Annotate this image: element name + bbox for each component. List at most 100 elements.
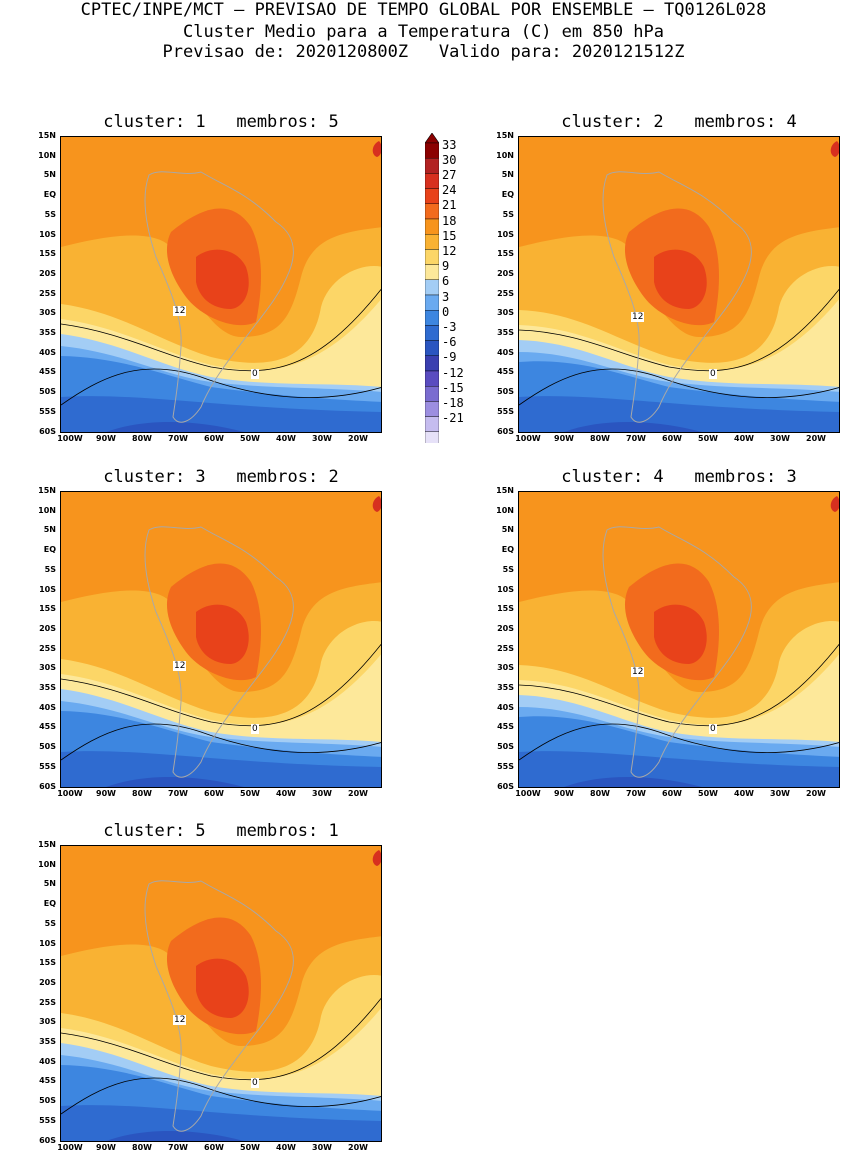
colorbar-swatch bbox=[424, 340, 440, 357]
lon-tick-label: 70W bbox=[168, 789, 188, 798]
lat-tick-label: 5S bbox=[502, 209, 514, 219]
lon-tick-label: 80W bbox=[590, 434, 610, 443]
colorbar-swatch bbox=[424, 279, 440, 296]
isotherm-0 bbox=[61, 723, 381, 761]
colorbar-level-label: 30 bbox=[442, 152, 457, 167]
lon-tick-label: 80W bbox=[590, 789, 610, 798]
lat-tick-label: 25S bbox=[39, 643, 56, 653]
lon-tick-label: 30W bbox=[312, 789, 332, 798]
colorbar-swatch bbox=[424, 309, 440, 326]
lat-tick-label: 10S bbox=[497, 229, 514, 239]
lat-tick-label: 45S bbox=[39, 1076, 56, 1086]
isotherm-12 bbox=[519, 643, 839, 727]
colorbar-level-label: 18 bbox=[442, 213, 457, 228]
figure-title-line-3: Previsao de: 2020120800Z Valido para: 20… bbox=[162, 42, 685, 62]
lon-tick-label: 90W bbox=[96, 1143, 116, 1152]
isotherm-12-label: 12 bbox=[631, 312, 645, 322]
lat-tick-label: 60S bbox=[497, 426, 514, 436]
lat-tick-label: 60S bbox=[39, 781, 56, 791]
lon-tick-label: 30W bbox=[312, 434, 332, 443]
temp-band-minus-6 bbox=[106, 422, 244, 432]
lat-tick-label: 55S bbox=[39, 406, 56, 416]
colorbar-swatch bbox=[424, 431, 440, 448]
colorbar-swatch bbox=[424, 188, 440, 204]
lat-tick-label: 5S bbox=[44, 564, 56, 574]
lat-tick-label: 15N bbox=[496, 131, 514, 140]
lon-tick-label: 50W bbox=[698, 434, 718, 443]
lon-tick-label: 40W bbox=[276, 434, 296, 443]
lat-tick-label: 30S bbox=[39, 663, 56, 673]
lat-tick-label: 35S bbox=[497, 328, 514, 337]
lat-tick-label: 55S bbox=[497, 761, 514, 771]
lon-tick-label: 90W bbox=[96, 789, 116, 798]
temp-band-27 bbox=[372, 850, 381, 866]
colorbar-level-label: -6 bbox=[442, 335, 457, 350]
colorbar-swatch bbox=[424, 355, 440, 372]
lon-tick-label: 70W bbox=[626, 789, 646, 798]
temp-band-24 bbox=[654, 249, 707, 309]
lon-tick-label: 100W bbox=[57, 434, 83, 443]
temp-band-27 bbox=[830, 496, 839, 512]
lat-tick-label: 30S bbox=[497, 308, 514, 318]
coastline bbox=[602, 526, 752, 778]
temperature-map: 12 0 bbox=[60, 491, 382, 788]
lat-tick-label: 25S bbox=[497, 643, 514, 653]
isotherm-0-label: 0 bbox=[251, 369, 259, 379]
colorbar-swatch bbox=[424, 401, 440, 417]
lat-tick-label: 15S bbox=[39, 249, 56, 259]
lat-tick-label: 60S bbox=[39, 1135, 56, 1145]
lon-tick-label: 30W bbox=[312, 1143, 332, 1152]
lon-tick-label: 50W bbox=[240, 789, 260, 798]
colorbar-level-label: 0 bbox=[442, 304, 450, 319]
lat-tick-label: 10S bbox=[39, 938, 56, 948]
lon-tick-label: 70W bbox=[168, 434, 188, 443]
isotherm-0 bbox=[61, 368, 381, 406]
lon-tick-label: 20W bbox=[348, 789, 368, 798]
colorbar-swatch bbox=[424, 233, 440, 250]
coastline bbox=[602, 171, 752, 423]
colorbar-level-label: -18 bbox=[442, 396, 464, 410]
lon-tick-label: 90W bbox=[96, 434, 116, 443]
lon-tick-label: 40W bbox=[276, 1143, 296, 1152]
lat-tick-label: 40S bbox=[497, 702, 514, 712]
temperature-map: 12 0 bbox=[518, 491, 840, 788]
panel-title: cluster: 4 membros: 3 bbox=[561, 467, 797, 487]
lat-tick-label: 15S bbox=[39, 604, 56, 614]
lat-tick-label: 50S bbox=[497, 387, 514, 397]
lat-tick-label: 15N bbox=[38, 840, 56, 849]
isotherm-0 bbox=[519, 368, 839, 406]
lon-tick-label: 90W bbox=[554, 789, 574, 798]
lat-tick-label: 40S bbox=[39, 702, 56, 712]
figure-title-line-2: Cluster Medio para a Temperatura (C) em … bbox=[182, 22, 665, 42]
lon-tick-label: 80W bbox=[132, 789, 152, 798]
isotherm-12 bbox=[61, 288, 381, 372]
lon-tick-label: 20W bbox=[348, 1143, 368, 1152]
lat-tick-label: 20S bbox=[497, 268, 514, 278]
isotherm-0-label: 0 bbox=[709, 369, 717, 379]
temp-band-minus-6 bbox=[106, 1131, 244, 1141]
lon-tick-label: 60W bbox=[662, 789, 682, 798]
isotherm-12-label: 12 bbox=[173, 661, 187, 671]
figure-title-line-1: CPTEC/INPE/MCT – PREVISAO DE TEMPO GLOBA… bbox=[80, 0, 767, 20]
lat-tick-label: 35S bbox=[497, 683, 514, 692]
panel-title: cluster: 5 membros: 1 bbox=[103, 821, 339, 841]
colorbar-level-label: 27 bbox=[442, 168, 457, 182]
coastline bbox=[144, 171, 294, 423]
lat-tick-label: 50S bbox=[39, 387, 56, 397]
lon-tick-label: 20W bbox=[806, 434, 826, 443]
lat-tick-label: 10N bbox=[38, 505, 56, 515]
lon-tick-label: 60W bbox=[204, 434, 224, 443]
colorbar-legend: 33 30 27 24 21 18 15 12 9 6 3 0 -3 -6 -9 -12 -15 -18 -21 bbox=[424, 132, 464, 458]
colorbar-level-label: -15 bbox=[442, 380, 464, 395]
lon-tick-label: 70W bbox=[168, 1143, 188, 1152]
temp-band-27 bbox=[372, 496, 381, 512]
colorbar-swatch bbox=[424, 264, 440, 281]
lon-tick-label: 20W bbox=[806, 789, 826, 798]
lat-tick-label: 60S bbox=[497, 781, 514, 791]
isotherm-0 bbox=[61, 1077, 381, 1115]
colorbar-level-label: 6 bbox=[442, 274, 450, 289]
isotherm-12-label: 12 bbox=[631, 667, 645, 677]
temp-band-minus-3 bbox=[61, 1105, 381, 1141]
lat-tick-label: 15S bbox=[497, 249, 514, 259]
lat-tick-label: 50S bbox=[39, 742, 56, 752]
